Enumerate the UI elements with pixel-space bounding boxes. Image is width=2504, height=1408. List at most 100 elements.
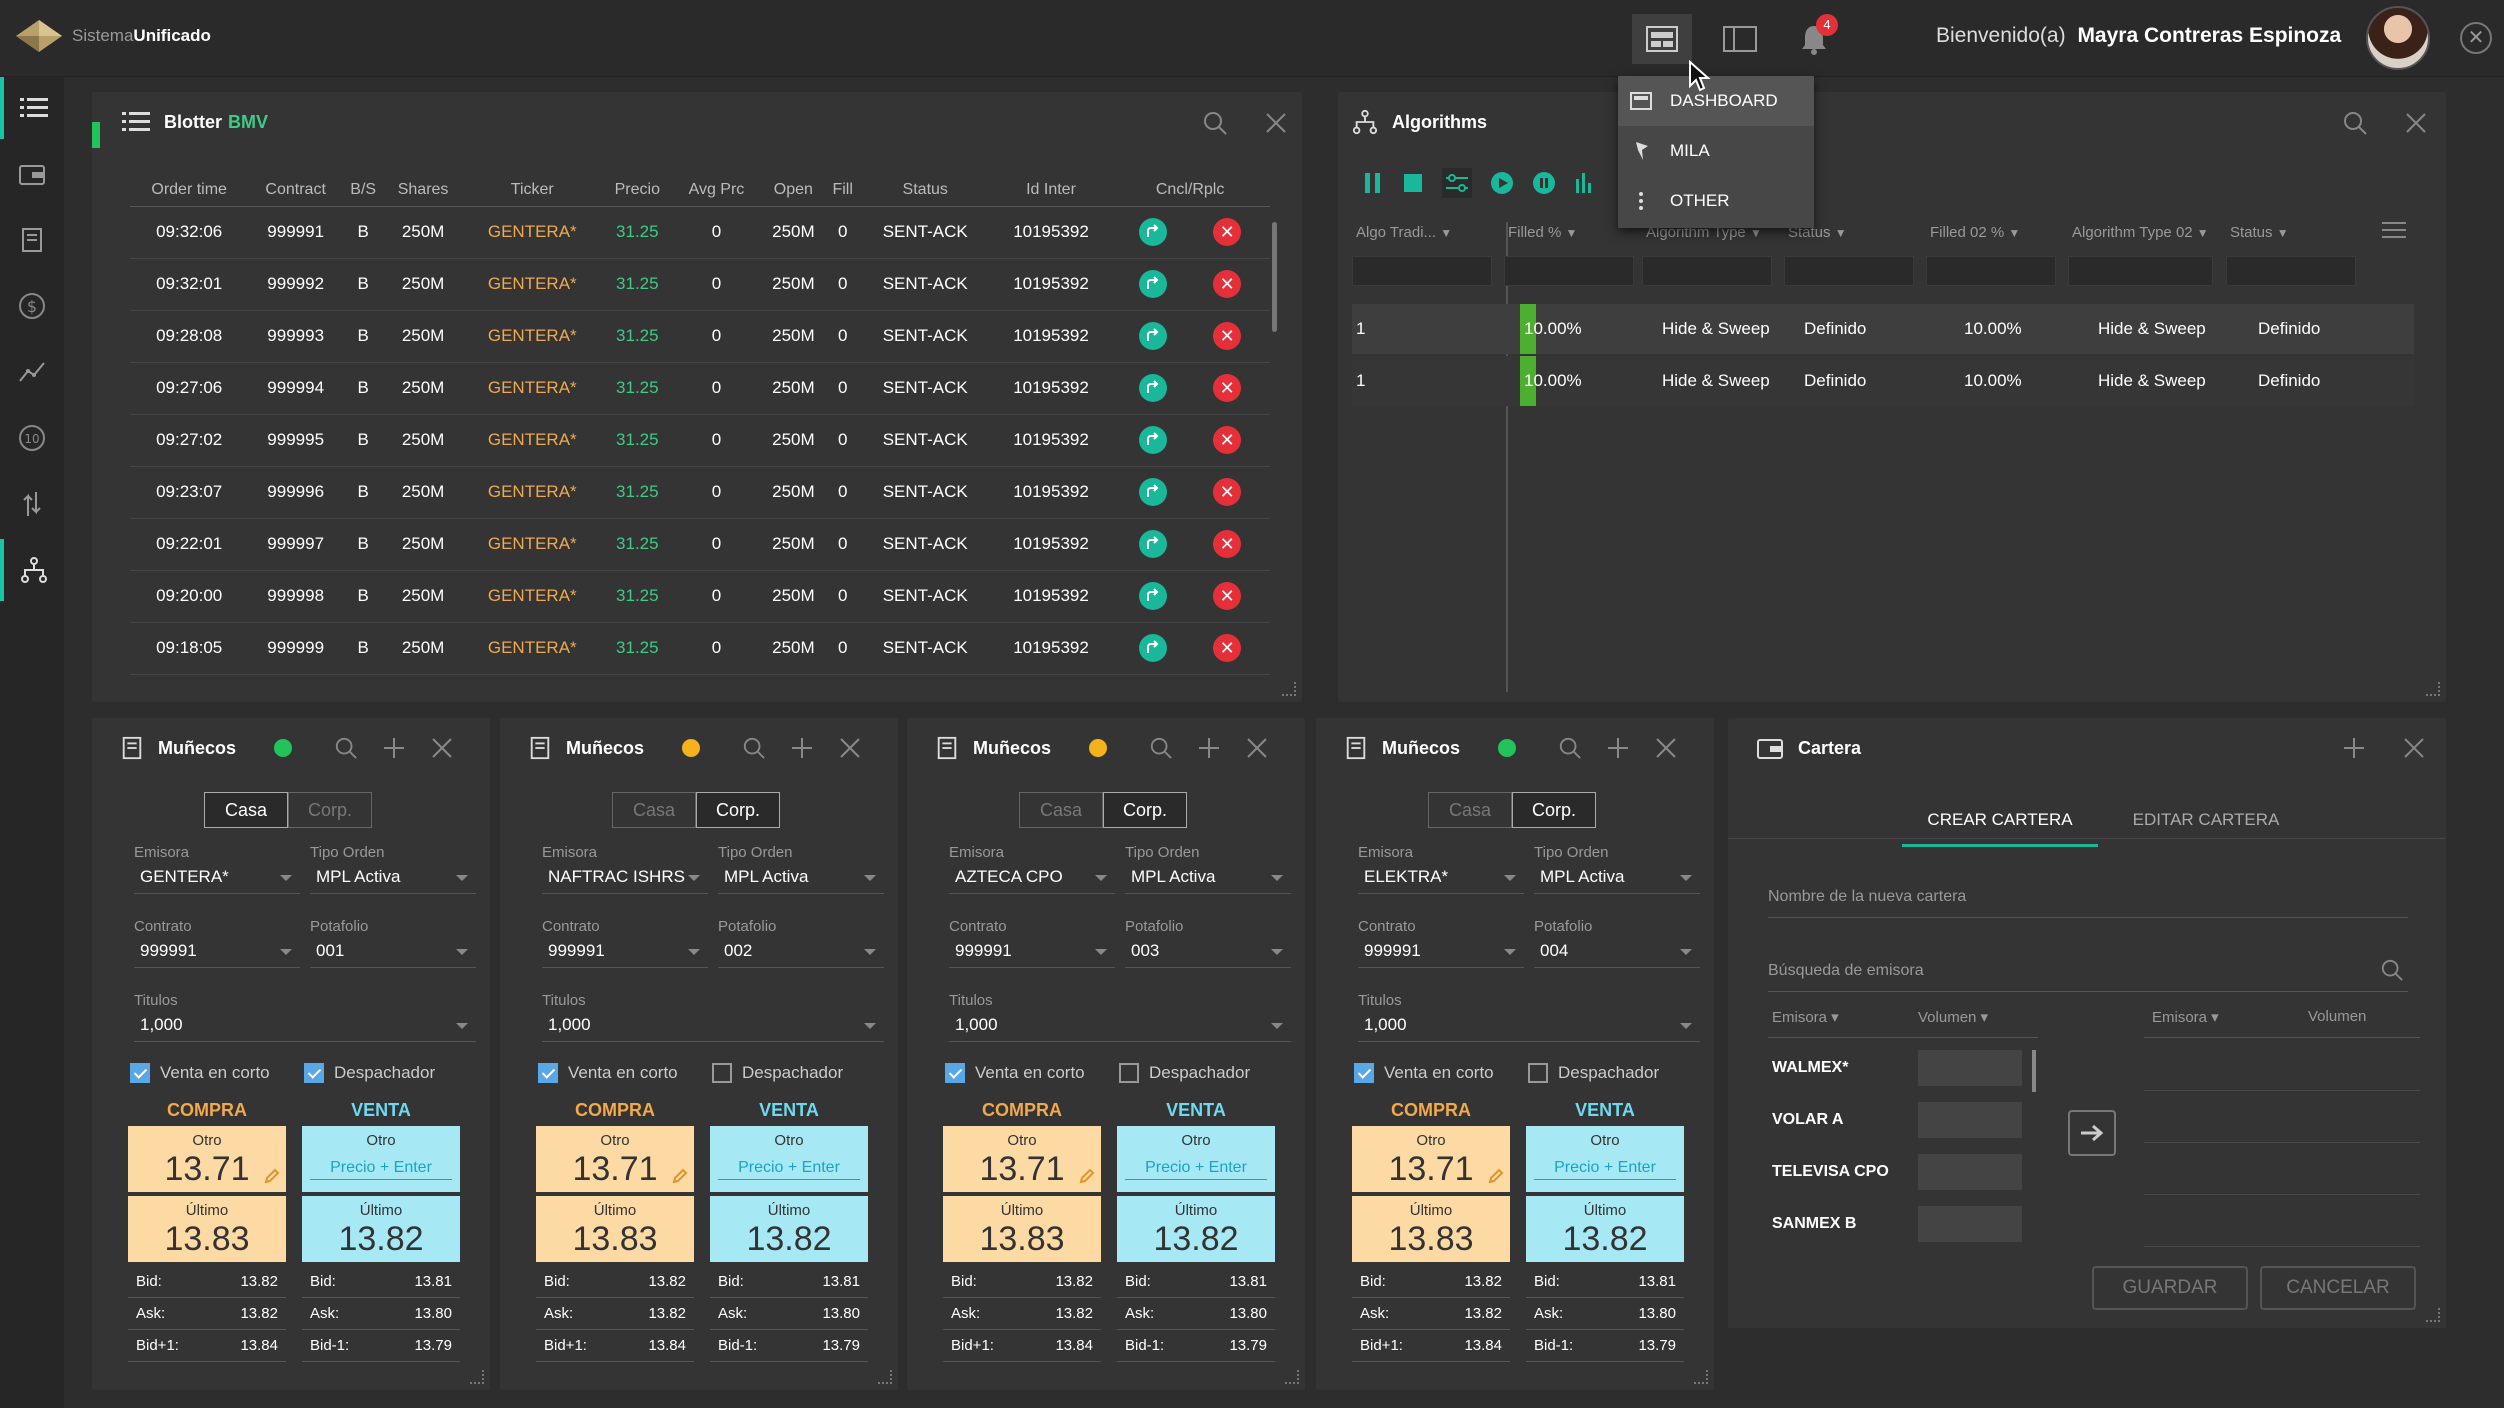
toggle-casa[interactable]: Casa (612, 792, 696, 828)
table-row[interactable]: 09:27:02 999995 B 250M GENTERA* 31.25 0 250M 0 SE… (130, 414, 1270, 467)
portafolio-select[interactable]: Potafolio 001 (310, 918, 476, 968)
pencil-icon[interactable] (1079, 1168, 1095, 1184)
nav-documents[interactable] (0, 209, 64, 271)
blotter-col-header[interactable]: Id Inter (991, 174, 1111, 207)
algo-col-header[interactable]: Status ▼ (1788, 224, 1918, 264)
replace-order-icon[interactable] (1139, 218, 1168, 246)
venta-ultimo-box[interactable]: Último 13.82 (1526, 1196, 1684, 1262)
contrato-select[interactable]: Contrato 999991 (134, 918, 300, 968)
checkbox-box[interactable] (712, 1063, 732, 1083)
portafolio-select[interactable]: Potafolio 004 (1534, 918, 1700, 968)
table-row[interactable]: 09:32:01 999992 B 250M GENTERA* 31.25 0 250M 0 SE… (130, 258, 1270, 311)
table-row[interactable]: 09:20:00 999998 B 250M GENTERA* 31.25 0 250M 0 SE… (130, 570, 1270, 623)
cancel-order-icon[interactable]: ✕ (1213, 322, 1242, 350)
toggle-corp[interactable]: Corp. (696, 792, 780, 828)
cancel-order-icon[interactable]: ✕ (1213, 634, 1242, 662)
avatar[interactable] (2366, 6, 2430, 70)
col-volumen-header[interactable]: Volumen ▾ (1918, 1009, 1989, 1026)
compra-ultimo-box[interactable]: Último 13.83 (1352, 1196, 1510, 1262)
tipo-orden-select[interactable]: Tipo Orden MPL Activa (1534, 844, 1700, 894)
toggle-corp[interactable]: Corp. (288, 792, 372, 828)
contrato-select[interactable]: Contrato 999991 (949, 918, 1115, 968)
compra-ultimo-box[interactable]: Último 13.83 (943, 1196, 1101, 1262)
pause-circle-icon[interactable] (1532, 171, 1556, 195)
view-switch-button[interactable] (1632, 14, 1692, 64)
nav-ten[interactable]: 10 (0, 407, 64, 469)
add-icon[interactable] (1197, 736, 1221, 760)
busqueda-emisora-input[interactable]: Búsqueda de emisora (1768, 956, 2408, 992)
precio-enter-input[interactable]: Precio + Enter (1125, 1159, 1267, 1180)
scrollbar[interactable] (2032, 1050, 2036, 1092)
resize-handle[interactable] (470, 1370, 484, 1384)
cancel-order-icon[interactable]: ✕ (1213, 530, 1242, 558)
close-icon[interactable] (1245, 736, 1269, 760)
precio-enter-input[interactable]: Precio + Enter (718, 1159, 860, 1180)
volumen-input[interactable] (1918, 1050, 2022, 1086)
search-icon[interactable] (1202, 110, 1228, 136)
resize-handle[interactable] (878, 1370, 892, 1384)
emisora-select[interactable]: Emisora ELEKTRA* (1358, 844, 1524, 894)
despachador-checkbox[interactable]: Despachador (304, 1063, 435, 1083)
nav-transfers[interactable] (0, 473, 64, 535)
despachador-checkbox[interactable]: Despachador (1528, 1063, 1659, 1083)
cancel-order-icon[interactable]: ✕ (1213, 270, 1242, 298)
table-row[interactable]: 1 10.00% Hide & Sweep Definido 10.00% Hide & … (1352, 304, 2414, 354)
portafolio-select[interactable]: Potafolio 002 (718, 918, 884, 968)
checkbox-box[interactable] (538, 1063, 558, 1083)
checkbox-box[interactable] (304, 1063, 324, 1083)
replace-order-icon[interactable] (1139, 270, 1168, 298)
resize-handle[interactable] (2426, 682, 2440, 696)
blotter-col-header[interactable]: Contract (248, 174, 343, 207)
venta-ultimo-box[interactable]: Último 13.82 (710, 1196, 868, 1262)
add-icon[interactable] (382, 736, 406, 760)
pencil-icon[interactable] (672, 1168, 688, 1184)
titulos-stepper[interactable]: Titulos 1,000 (542, 992, 884, 1042)
algo-col-header[interactable]: Filled % ▼ (1508, 224, 1638, 264)
checkbox-box[interactable] (945, 1063, 965, 1083)
algo-col-header[interactable]: Filled 02 % ▼ (1930, 224, 2060, 264)
tipo-orden-select[interactable]: Tipo Orden MPL Activa (1125, 844, 1291, 894)
search-icon[interactable] (2342, 110, 2368, 136)
list-item[interactable]: WALMEX* (1768, 1044, 2038, 1092)
add-icon[interactable] (2342, 736, 2366, 760)
pencil-icon[interactable] (264, 1168, 280, 1184)
venta-otro-box[interactable]: Otro Precio + Enter (710, 1126, 868, 1192)
close-icon[interactable] (2402, 736, 2426, 760)
logout-close-button[interactable]: ✕ (2460, 22, 2492, 54)
list-item[interactable]: SANMEX B (1768, 1200, 2038, 1248)
titulos-stepper[interactable]: Titulos 1,000 (134, 992, 476, 1042)
resize-handle[interactable] (1694, 1370, 1708, 1384)
venta-corto-checkbox[interactable]: Venta en corto (945, 1063, 1085, 1083)
blotter-col-header[interactable]: B/S (343, 174, 384, 207)
contrato-select[interactable]: Contrato 999991 (1358, 918, 1524, 968)
algo-filter-input[interactable] (2068, 256, 2213, 286)
blotter-col-header[interactable]: Precio (601, 174, 673, 207)
checkbox-box[interactable] (1119, 1063, 1139, 1083)
toggle-corp[interactable]: Corp. (1512, 792, 1596, 828)
portafolio-select[interactable]: Potafolio 003 (1125, 918, 1291, 968)
col-emisora-header[interactable]: Emisora ▾ (2152, 1009, 2219, 1026)
menu-item-other[interactable]: OTHER (1618, 176, 1814, 226)
algo-filter-input[interactable] (1642, 256, 1772, 286)
nav-blotter[interactable] (0, 77, 64, 139)
despachador-checkbox[interactable]: Despachador (712, 1063, 843, 1083)
col-emisora-header[interactable]: Emisora ▾ (1772, 1009, 1839, 1026)
bar-chart-icon[interactable] (1574, 171, 1596, 195)
nav-money[interactable]: $ (0, 275, 64, 337)
titulos-stepper[interactable]: Titulos 1,000 (1358, 992, 1700, 1042)
venta-otro-box[interactable]: Otro Precio + Enter (302, 1126, 460, 1192)
search-icon[interactable] (1149, 736, 1173, 760)
volumen-input[interactable] (1918, 1154, 2022, 1190)
table-row[interactable]: 09:23:07 999996 B 250M GENTERA* 31.25 0 250M 0 SE… (130, 466, 1270, 519)
column-menu-icon[interactable] (2382, 220, 2406, 240)
add-icon[interactable] (1606, 736, 1630, 760)
nombre-cartera-input[interactable]: Nombre de la nueva cartera (1768, 882, 2408, 918)
table-row[interactable]: 09:22:01 999997 B 250M GENTERA* 31.25 0 250M 0 SE… (130, 518, 1270, 571)
venta-corto-checkbox[interactable]: Venta en corto (130, 1063, 270, 1083)
precio-enter-input[interactable]: Precio + Enter (310, 1159, 452, 1180)
toggle-casa[interactable]: Casa (1019, 792, 1103, 828)
toggle-casa[interactable]: Casa (1428, 792, 1512, 828)
play-icon[interactable] (1490, 171, 1514, 195)
close-icon[interactable] (1654, 736, 1678, 760)
venta-otro-box[interactable]: Otro Precio + Enter (1526, 1126, 1684, 1192)
